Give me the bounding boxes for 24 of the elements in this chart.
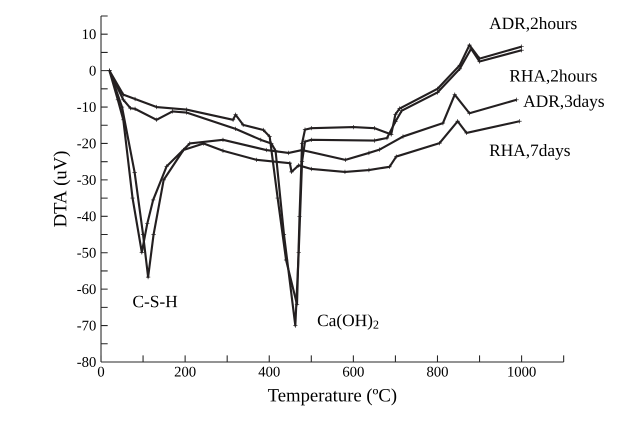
y-tick-label: -70 bbox=[77, 320, 96, 331]
y-tick-label: 10 bbox=[82, 29, 96, 40]
annotation: C-S-H bbox=[133, 296, 178, 308]
series-label: ADR,3days bbox=[523, 94, 604, 111]
y-tick-label: -40 bbox=[77, 211, 96, 222]
x-tick-label: 600 bbox=[342, 366, 364, 377]
y-tick-label: -30 bbox=[77, 174, 96, 185]
y-tick-label: -50 bbox=[77, 248, 96, 258]
x-tick-label: 200 bbox=[174, 366, 196, 377]
series-label: RHA,2hours bbox=[510, 69, 597, 84]
series-label: ADR,2hours bbox=[489, 17, 577, 32]
y-tick-label: -60 bbox=[77, 284, 96, 294]
y-tick-label: -20 bbox=[77, 138, 96, 148]
y-tick-label: 0 bbox=[90, 66, 96, 76]
x-axis-title: Temperature (ºC) bbox=[268, 388, 396, 406]
x-tick-label: 0 bbox=[98, 366, 104, 377]
y-tick-label: -10 bbox=[77, 102, 96, 112]
y-axis-title: DTA (uV) bbox=[53, 151, 70, 227]
x-tick-label: 1000 bbox=[508, 366, 536, 377]
x-tick-label: 800 bbox=[427, 366, 448, 377]
y-tick-label: -80 bbox=[77, 357, 96, 367]
annotation: Ca(OH)$_{2}$ bbox=[318, 314, 378, 330]
series-label: RHA,7days bbox=[490, 144, 570, 160]
x-tick-label: 400 bbox=[258, 366, 280, 377]
